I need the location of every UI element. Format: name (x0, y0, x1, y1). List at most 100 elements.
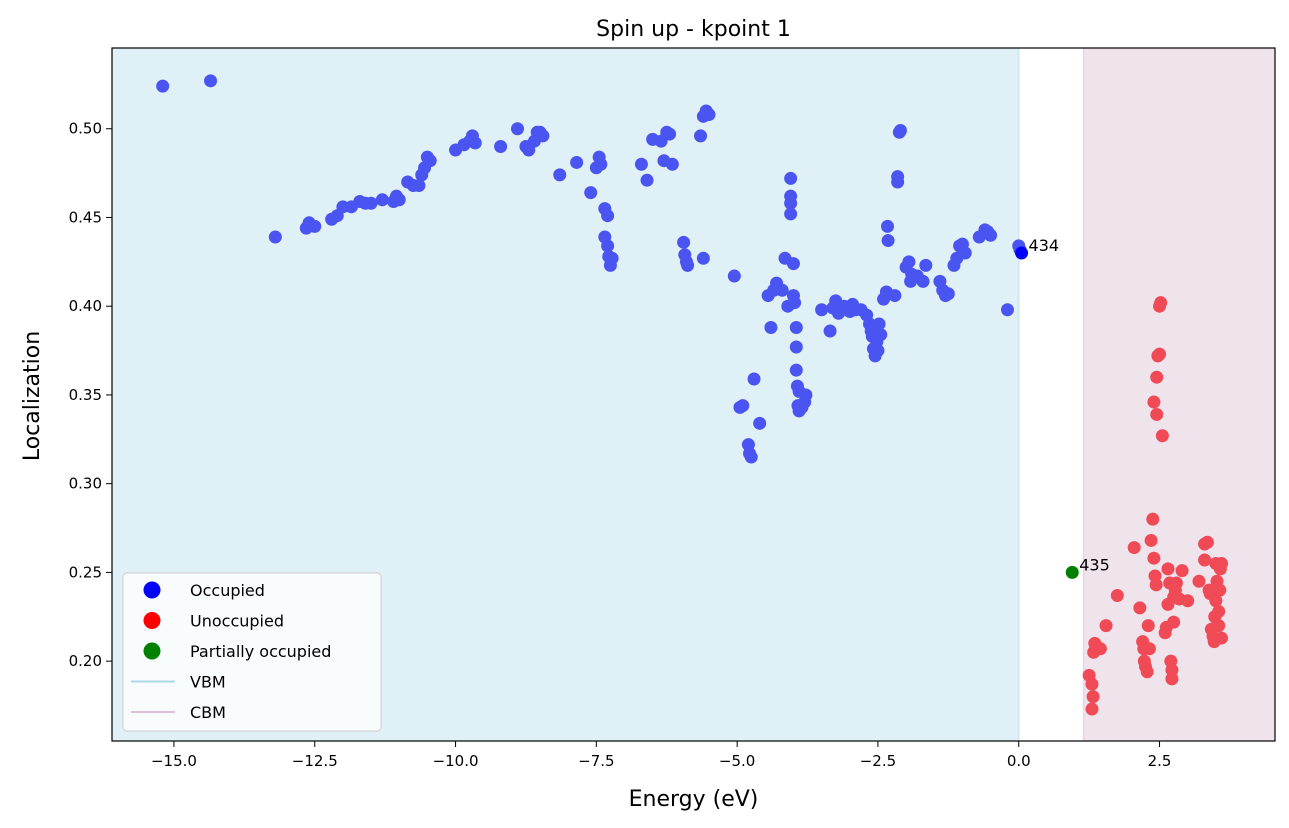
x-axis-ticks: −15.0 −12.5 −10.0 −7.5 −5.0 −2.5 0.0 2.5 (151, 741, 1172, 770)
data-point (1000, 303, 1014, 317)
data-point (268, 230, 282, 244)
data-point (941, 287, 955, 301)
y-axis-title: Localization (20, 331, 45, 461)
y-tick-label: 0.40 (69, 297, 102, 315)
chart-title: Spin up - kpoint 1 (596, 17, 791, 42)
data-point (677, 235, 691, 249)
cbm-region (1083, 48, 1275, 741)
y-tick-label: 0.25 (69, 563, 102, 581)
data-point (1150, 370, 1164, 384)
data-point (799, 388, 813, 402)
data-point (511, 122, 525, 136)
data-point (694, 129, 708, 143)
data-point (788, 296, 802, 310)
legend-label: Unoccupied (190, 612, 284, 631)
y-tick-label: 0.20 (69, 652, 102, 670)
legend-label: Partially occupied (190, 642, 331, 661)
data-point (881, 234, 895, 248)
legend-marker (143, 642, 161, 660)
data-point (1150, 407, 1164, 421)
data-point (747, 372, 761, 386)
data-point (601, 209, 615, 223)
data-point (888, 289, 902, 303)
data-point (891, 175, 905, 189)
data-point (789, 363, 803, 377)
data-point (702, 108, 716, 122)
data-point (1161, 562, 1175, 576)
data-point (893, 124, 907, 138)
data-point (753, 416, 767, 430)
legend-marker (143, 612, 161, 629)
x-tick-label: −10.0 (433, 752, 479, 770)
data-point (1214, 631, 1228, 645)
data-point (1142, 642, 1156, 656)
data-point (605, 251, 619, 265)
data-point (1165, 663, 1179, 677)
y-tick-label: 0.50 (69, 120, 102, 138)
data-point (727, 269, 741, 283)
data-point (916, 274, 930, 288)
data-point (1144, 533, 1158, 547)
data-point (1065, 565, 1079, 579)
data-point (696, 251, 710, 265)
data-point (536, 129, 550, 143)
point-annotation: 434 (1029, 236, 1060, 255)
x-tick-label: −7.5 (578, 752, 614, 770)
data-point (775, 283, 789, 297)
data-point (468, 136, 482, 150)
data-point (1153, 347, 1167, 361)
data-point (984, 228, 998, 242)
point-annotation: 435 (1079, 555, 1110, 574)
data-point (1155, 429, 1169, 443)
data-point (634, 157, 648, 171)
data-point (204, 74, 218, 88)
data-point (1175, 564, 1189, 578)
data-point (156, 79, 170, 93)
data-point (784, 171, 798, 185)
data-point (881, 219, 895, 233)
x-tick-label: −5.0 (719, 752, 755, 770)
data-point (1212, 619, 1226, 633)
x-tick-label: 0.0 (1007, 752, 1031, 770)
data-point (553, 168, 567, 182)
data-point (784, 196, 798, 210)
data-point (1133, 601, 1147, 615)
data-points (156, 74, 1228, 716)
data-point (494, 139, 508, 153)
data-point (1212, 604, 1226, 618)
x-tick-label: −12.5 (292, 752, 338, 770)
data-point (872, 317, 886, 331)
data-point (584, 186, 598, 200)
data-point (1213, 583, 1227, 597)
x-tick-label: −2.5 (860, 752, 896, 770)
data-point (789, 340, 803, 354)
data-point (789, 321, 803, 335)
data-point (1214, 557, 1228, 571)
legend: Occupied Unoccupied Partially occupied VBM C… (122, 572, 382, 732)
data-point (1099, 619, 1113, 633)
data-point (815, 303, 829, 317)
data-point (764, 321, 778, 335)
data-point (1181, 594, 1195, 608)
data-point (681, 258, 695, 272)
data-point (1154, 296, 1168, 310)
data-point (736, 399, 750, 413)
data-point (823, 324, 837, 338)
data-point (375, 193, 389, 207)
data-point (1209, 594, 1223, 608)
data-point (1167, 615, 1181, 629)
data-point (640, 173, 654, 187)
x-tick-label: 2.5 (1148, 752, 1172, 770)
data-point (601, 239, 615, 253)
data-point (1015, 246, 1029, 260)
y-tick-label: 0.35 (69, 386, 102, 404)
data-point (412, 179, 426, 193)
data-point (1147, 551, 1161, 565)
data-point (423, 154, 437, 168)
data-point (364, 196, 378, 210)
data-point (1149, 578, 1163, 592)
data-point (919, 258, 933, 272)
data-point (744, 450, 758, 464)
data-point (1085, 702, 1099, 716)
